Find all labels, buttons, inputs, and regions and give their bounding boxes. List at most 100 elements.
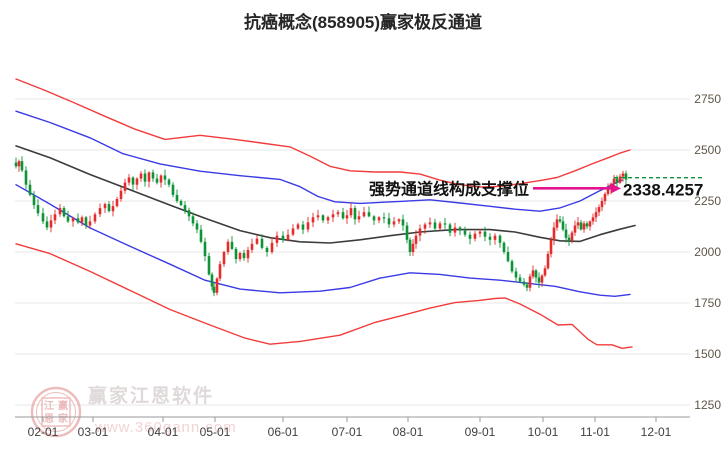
candle-body	[514, 271, 518, 278]
candle-body	[600, 201, 604, 208]
candle-body	[88, 221, 92, 226]
candle-body	[175, 194, 179, 201]
y-tick-label: 2250	[694, 194, 721, 208]
candle-body	[597, 207, 601, 213]
candle-body	[41, 213, 45, 222]
candle-body	[265, 247, 269, 252]
candle-body	[570, 232, 574, 241]
candle-body	[537, 277, 541, 283]
candle-body	[66, 216, 70, 222]
candle-body	[549, 239, 553, 255]
x-tick-label: 03-01	[78, 425, 109, 439]
svg-text:家: 家	[58, 412, 69, 425]
candle-body	[226, 241, 230, 252]
candle-body	[397, 219, 401, 222]
candle-body	[603, 193, 607, 201]
candlesticks	[14, 156, 628, 297]
candle-body	[408, 239, 412, 252]
candle-body	[362, 212, 366, 217]
candle-body	[84, 217, 88, 226]
candle-body	[493, 235, 497, 240]
candle-body	[316, 215, 320, 218]
candle-body	[433, 222, 437, 229]
candle-body	[576, 222, 580, 226]
mid-channel-black	[15, 145, 636, 244]
x-tick-label: 10-01	[528, 425, 559, 439]
candle-body	[270, 242, 274, 252]
candle-body	[567, 237, 571, 241]
candle-body	[119, 190, 123, 199]
candle-body	[594, 212, 598, 218]
y-tick-label: 2000	[694, 245, 721, 259]
candle-body	[32, 194, 36, 206]
candle-body	[392, 221, 396, 225]
candle-body	[301, 224, 305, 230]
candle-body	[286, 234, 290, 240]
annotation-text: 强势通道线构成支撑位	[369, 179, 529, 198]
candle-body	[207, 256, 211, 275]
watermark-url: www.360gann.com	[94, 419, 237, 436]
x-tick-label: 04-01	[148, 425, 179, 439]
y-tick-label: 1250	[694, 398, 721, 412]
watermark-seal-icon	[30, 386, 82, 438]
candle-body	[210, 274, 214, 287]
candle-body	[222, 252, 226, 265]
candle-body	[171, 184, 175, 195]
candle-body	[405, 225, 409, 240]
x-tick-label: 12-01	[641, 425, 672, 439]
candle-body	[518, 277, 522, 282]
candle-body	[139, 173, 143, 179]
candle-body	[377, 217, 381, 221]
x-tick-label: 08-01	[393, 425, 424, 439]
candle-body	[163, 175, 167, 180]
candle-body	[585, 223, 589, 227]
upper-channel-red	[15, 78, 631, 188]
candle-body	[80, 217, 84, 223]
candle-body	[296, 224, 300, 229]
y-tick-label: 1750	[694, 296, 721, 310]
chart-title: 抗癌概念(858905)赢家极反通道	[244, 12, 482, 32]
y-tick-label: 2750	[694, 92, 721, 106]
candle-body	[234, 248, 238, 260]
candle-body	[468, 234, 472, 239]
candle-body	[238, 253, 242, 260]
candle-body	[357, 216, 361, 220]
candle-body	[372, 216, 376, 221]
support-value-label: 2338.4257	[623, 180, 703, 199]
candle-body	[498, 235, 502, 243]
candle-body	[382, 217, 386, 219]
candle-body	[579, 222, 583, 230]
candle-body	[20, 161, 24, 171]
candle-body	[275, 235, 279, 243]
candle-body	[321, 215, 325, 221]
candle-body	[306, 222, 310, 230]
candle-body	[36, 205, 40, 214]
candle-body	[463, 230, 467, 235]
candle-body	[103, 204, 107, 209]
candle-body	[24, 170, 28, 185]
candle-body	[111, 206, 115, 212]
candle-body	[203, 241, 207, 257]
candle-body	[506, 252, 510, 262]
candle-body	[45, 221, 49, 228]
candle-body	[331, 214, 335, 218]
candle-body	[448, 224, 452, 233]
candle-body	[183, 205, 187, 211]
candle-body	[179, 201, 183, 206]
candle-body	[107, 204, 111, 212]
candle-body	[151, 172, 155, 179]
candle-body	[326, 217, 330, 221]
candle-body	[187, 210, 191, 217]
candle-body	[552, 227, 556, 240]
candle-body	[606, 188, 610, 194]
svg-text:赢: 赢	[58, 399, 68, 412]
watermark: 江 赢 恩 家 赢家江恩软件 www.360gann.com	[30, 384, 237, 438]
candle-body	[582, 223, 586, 230]
candle-body	[387, 218, 391, 225]
candle-body	[488, 236, 492, 240]
candle-body	[242, 253, 246, 259]
candle-body	[218, 264, 222, 279]
x-tick-label: 09-01	[465, 425, 496, 439]
candle-body	[155, 178, 159, 183]
